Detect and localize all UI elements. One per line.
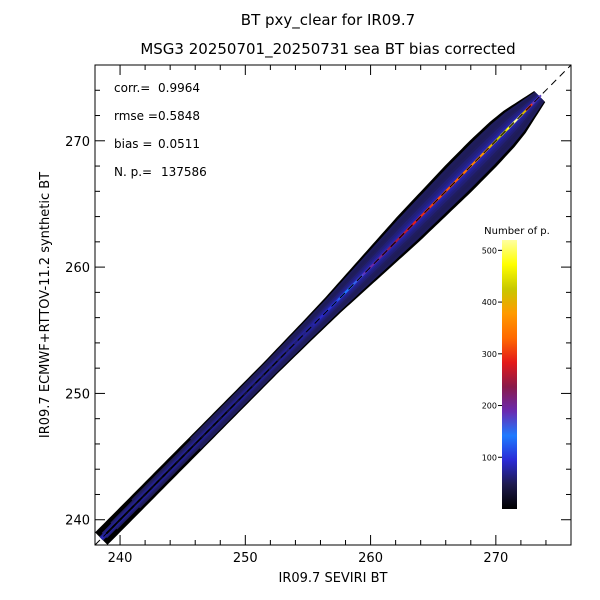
x-tick-label: 270: [483, 551, 508, 566]
colorbar-ticks: 100 200 300 400 500: [482, 246, 502, 462]
stat-value: 0.9964: [158, 81, 200, 95]
y-tick-label: 260: [65, 261, 90, 276]
y-axis-label: IR09.7 ECMWF+RTTOV-11.2 synthetic BT: [38, 172, 53, 438]
colorbar-legend: Number of p. 100 200 300 400 500: [482, 226, 550, 509]
y-tick-label: 240: [65, 514, 90, 529]
stat-label: N. p.=: [114, 165, 152, 179]
x-tick-label: 260: [358, 551, 383, 566]
stat-value: 0.5848: [158, 109, 200, 123]
y-tick-label: 250: [65, 387, 90, 402]
chart-subtitle: MSG3 20250701_20250731 sea BT bias corre…: [140, 40, 515, 59]
colorbar-tick-label: 100: [482, 453, 497, 462]
x-tick-label: 250: [233, 551, 258, 566]
colorbar-title: Number of p.: [484, 226, 550, 237]
colorbar-gradient: [502, 240, 517, 509]
colorbar-tick-label: 200: [482, 402, 497, 411]
x-tick-label: 240: [108, 551, 133, 566]
stat-value: 0.0511: [158, 137, 200, 151]
stat-value: 137586: [161, 165, 207, 179]
colorbar-tick-label: 500: [482, 246, 497, 255]
stat-label: bias =: [114, 137, 152, 151]
colorbar-tick-label: 400: [482, 298, 497, 307]
plot-frame: [94, 64, 572, 546]
x-axis-label: IR09.7 SEVIRI BT: [279, 571, 388, 586]
colorbar-tick-label: 300: [482, 350, 497, 359]
y-tick-label: 270: [65, 135, 90, 150]
stat-label: rmse =: [114, 109, 158, 123]
y-axis: 240 250 260 270: [65, 64, 571, 546]
one-to-one-reference-line: [94, 64, 572, 546]
x-axis: 240 250 260 270: [94, 65, 572, 566]
chart-titles: BT pxy_clear for IR09.7 MSG3 20250701_20…: [140, 11, 515, 59]
chart-title: BT pxy_clear for IR09.7: [241, 11, 415, 30]
stat-label: corr.=: [114, 81, 150, 95]
